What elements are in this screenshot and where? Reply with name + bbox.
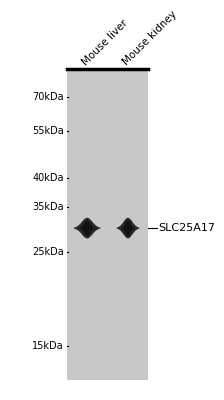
Text: 40kDa: 40kDa bbox=[32, 172, 64, 182]
Text: 55kDa: 55kDa bbox=[32, 126, 64, 136]
Text: Mouse liver: Mouse liver bbox=[80, 18, 129, 67]
Text: 35kDa: 35kDa bbox=[32, 202, 64, 212]
Polygon shape bbox=[74, 218, 100, 238]
Polygon shape bbox=[117, 220, 139, 236]
Text: 25kDa: 25kDa bbox=[32, 248, 64, 258]
Text: 70kDa: 70kDa bbox=[32, 92, 64, 102]
Text: 15kDa: 15kDa bbox=[32, 341, 64, 351]
Text: SLC25A17: SLC25A17 bbox=[159, 223, 215, 233]
Polygon shape bbox=[74, 220, 100, 236]
Bar bbox=[67, 69, 148, 380]
Polygon shape bbox=[117, 218, 139, 238]
Text: Mouse kidney: Mouse kidney bbox=[121, 9, 179, 67]
